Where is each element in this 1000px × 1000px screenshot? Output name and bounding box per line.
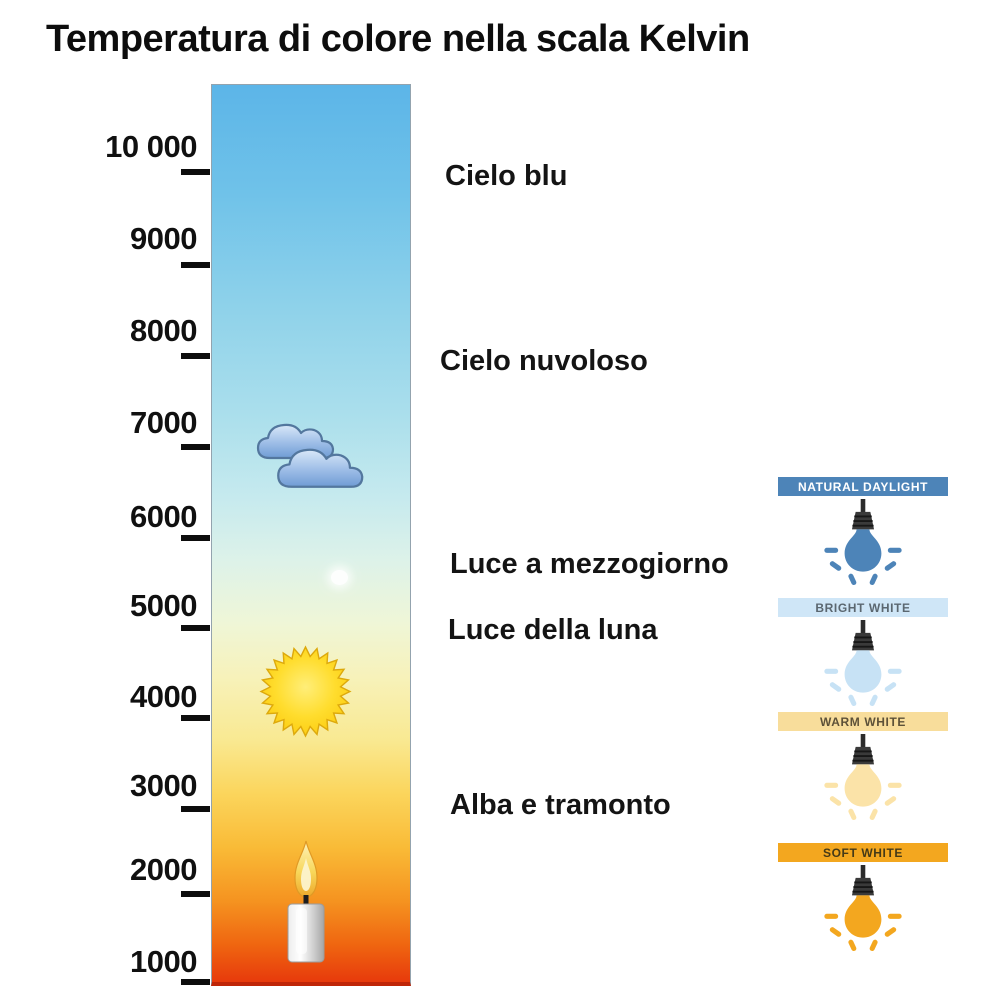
tick-label: 9000 <box>130 221 197 256</box>
bulb-card-soft-white: SOFT WHITE <box>778 843 948 959</box>
tick-label: 4000 <box>130 679 197 714</box>
lightbulb-icon <box>824 620 902 707</box>
bulb-banner-label: BRIGHT WHITE <box>815 600 911 615</box>
zone-label-mezzogiorno: Luce a mezzogiorno <box>450 548 729 580</box>
bulb-banner: BRIGHT WHITE <box>778 598 948 617</box>
tick-mark <box>181 979 210 985</box>
moon-glow-icon <box>331 570 348 585</box>
tick-label: 2000 <box>130 852 197 887</box>
tick-mark <box>181 891 210 897</box>
tick-label: 3000 <box>130 768 197 803</box>
tick-mark <box>181 806 210 812</box>
zone-label-luna: Luce della luna <box>448 614 658 646</box>
tick-mark <box>181 715 210 721</box>
tick-label: 6000 <box>130 499 197 534</box>
tick-mark <box>181 353 210 359</box>
tick-mark <box>181 625 210 631</box>
lightbulb-icon <box>824 499 902 586</box>
tick-mark <box>181 444 210 450</box>
zone-label-alba-tramonto: Alba e tramonto <box>450 789 671 821</box>
bulb-banner-label: NATURAL DAYLIGHT <box>797 479 929 494</box>
sun-icon <box>259 645 352 738</box>
bulb-card-warm-white: WARM WHITE <box>778 712 948 828</box>
bulb-banner-label: SOFT WHITE <box>823 845 903 860</box>
page-title: Temperatura di colore nella scala Kelvin <box>46 18 750 60</box>
tick-label: 7000 <box>130 405 197 440</box>
lightbulb-icon <box>824 734 902 821</box>
lightbulb-icon <box>824 865 902 952</box>
tick-label: 1000 <box>130 944 197 979</box>
candle-icon <box>287 840 325 963</box>
bulb-card-bright-white: BRIGHT WHITE <box>778 598 948 714</box>
tick-label: 10 000 <box>105 129 197 164</box>
bulb-banner: SOFT WHITE <box>778 843 948 862</box>
tick-mark <box>181 535 210 541</box>
bulb-card-natural-daylight: NATURAL DAYLIGHT <box>778 477 948 593</box>
kelvin-gradient-bar <box>211 84 411 986</box>
zone-label-cielo-blu: Cielo blu <box>445 160 568 192</box>
bulb-banner-label: WARM WHITE <box>820 714 906 729</box>
bulb-banner: WARM WHITE <box>778 712 948 731</box>
zone-label-cielo-nuvoloso: Cielo nuvoloso <box>440 345 648 377</box>
tick-mark <box>181 169 210 175</box>
tick-label: 8000 <box>130 313 197 348</box>
tick-mark <box>181 262 210 268</box>
clouds-icon <box>256 423 364 488</box>
bulb-banner: NATURAL DAYLIGHT <box>778 477 948 496</box>
tick-label: 5000 <box>130 588 197 623</box>
